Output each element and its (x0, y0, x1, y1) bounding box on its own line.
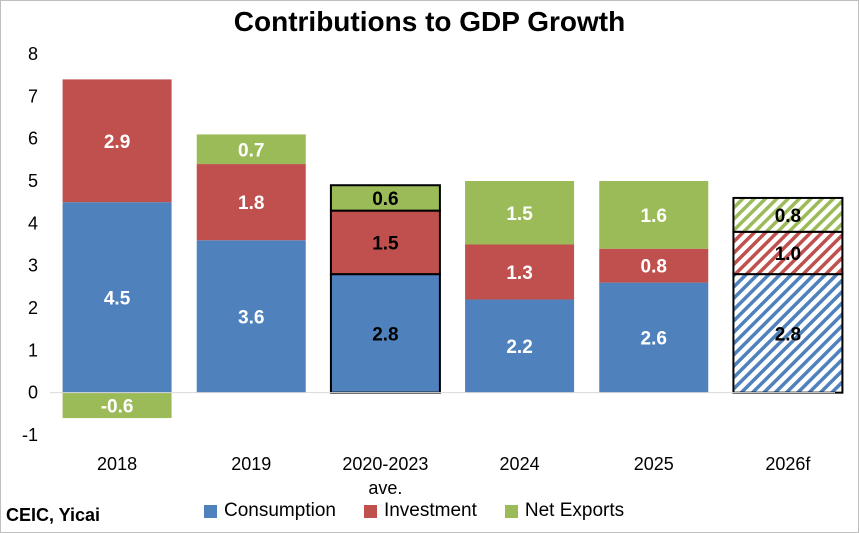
y-tick-label: 5 (28, 171, 38, 191)
bar-segment-net-exports (465, 181, 575, 245)
bar-segment-investment (732, 230, 844, 276)
y-tick-label: 8 (28, 44, 38, 64)
x-tick-label: 2025 (634, 454, 674, 474)
bar-segment-consumption (329, 273, 441, 394)
data-label: 0.8 (775, 206, 801, 227)
bar-segment-consumption (599, 282, 709, 393)
data-label: 0.7 (238, 140, 264, 161)
legend-swatch (204, 504, 217, 518)
bar-segment-net-exports (196, 134, 306, 165)
data-label: 3.6 (238, 307, 264, 328)
data-label: 2.8 (372, 324, 398, 345)
bar-segment-net-exports (732, 196, 844, 233)
bar-segment-consumption (465, 299, 575, 393)
chart-title: Contributions to GDP Growth (233, 6, 626, 37)
y-tick-label: 4 (28, 213, 38, 233)
data-label: -0.6 (101, 396, 134, 417)
data-label: 2.6 (641, 329, 667, 350)
legend-item-consumption: Consumption (204, 500, 336, 522)
legend-label: Consumption (224, 500, 336, 521)
x-tick-label: 2024 (500, 454, 540, 474)
y-tick-label: 1 (28, 340, 38, 360)
bar-segment-net-exports (599, 181, 709, 249)
legend-swatch (363, 504, 377, 518)
x-tick-label: 2020-2023 (342, 454, 428, 474)
y-tick-label: 2 (28, 298, 38, 318)
source-note: CEIC, Yicai (6, 505, 101, 525)
data-label: 2.8 (775, 324, 801, 345)
x-tick-label: 2026f (765, 454, 811, 474)
data-label: 1.5 (372, 233, 399, 254)
data-label: 0.8 (641, 257, 667, 278)
bar-segment-net-exports (62, 392, 172, 419)
legend-label: Investment (383, 500, 477, 521)
data-label: 0.6 (372, 189, 398, 210)
bar-segment-consumption (196, 240, 306, 393)
x-tick-label: ave. (368, 478, 402, 498)
x-tick-label: 2019 (231, 454, 271, 474)
y-tick-label: -1 (22, 425, 38, 445)
bar-segment-investment (62, 79, 172, 203)
legend-label: Net Exports (524, 500, 625, 521)
data-label: 2.9 (104, 132, 130, 153)
x-tick-label: 2018 (97, 454, 137, 474)
legend-item-net-exports: Net Exports (504, 500, 625, 522)
bar-segment-investment (599, 248, 709, 283)
data-label: 1.8 (238, 193, 264, 214)
legend-item-investment: Investment (363, 500, 477, 522)
y-tick-label: 0 (28, 383, 38, 403)
bar-segment-investment (196, 164, 306, 241)
y-tick-label: 3 (28, 256, 38, 276)
bar-segment-consumption (62, 202, 172, 393)
legend: Consumption Investment Net Exports (204, 500, 652, 522)
data-label: 1.3 (506, 263, 532, 284)
data-label: 2.2 (506, 337, 532, 358)
data-label: 1.5 (506, 204, 533, 225)
y-tick-label: 7 (28, 86, 38, 106)
data-label: 1.6 (641, 206, 667, 227)
y-tick-label: 6 (28, 129, 38, 149)
legend-swatch (504, 504, 518, 518)
data-label: 4.5 (104, 288, 131, 309)
data-label: 1.0 (775, 244, 801, 265)
bar-segment-net-exports (329, 184, 441, 212)
bar-segment-investment (465, 244, 575, 300)
